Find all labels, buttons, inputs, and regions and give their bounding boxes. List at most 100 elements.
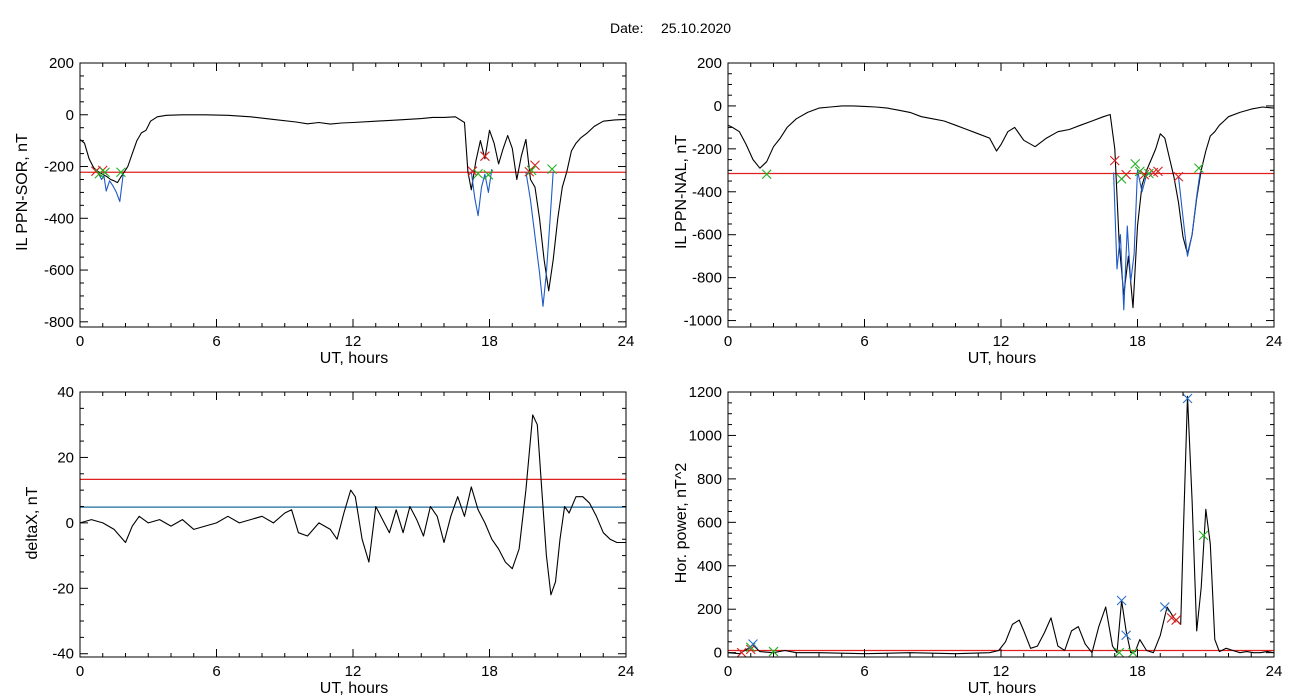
x-axis-label: UT, hours <box>320 680 388 697</box>
marker-green-cross <box>547 164 557 175</box>
panel-il-ppn-sor: UT, hours IL PPN-SOR, nT 0 6 12 18 24 200 0 -20… <box>14 55 634 367</box>
marker-green-cross <box>473 168 484 179</box>
y-tick-label: 1000 <box>689 427 722 444</box>
plot-frame <box>727 62 1275 328</box>
marker-red-cross <box>736 647 747 657</box>
y-tick-label: 200 <box>697 55 722 72</box>
x-tick-label: 12 <box>993 333 1010 350</box>
marker-green-cross <box>761 169 772 180</box>
series-line <box>97 172 124 203</box>
x-tick-label: 0 <box>76 663 84 680</box>
x-tick-label: 12 <box>345 333 362 350</box>
x-tick-label: 24 <box>618 333 635 350</box>
plot-area <box>80 414 626 596</box>
marker-green-cross <box>526 165 537 176</box>
series-line <box>525 171 554 307</box>
marker-blue-cross <box>1182 393 1193 404</box>
marker-green-cross <box>1198 530 1209 541</box>
y-tick-label: -800 <box>44 314 74 331</box>
plot-area <box>728 393 1274 657</box>
x-axis-label: UT, hours <box>968 350 1036 367</box>
x-tick-label: 24 <box>618 663 635 680</box>
panel-hor-power: UT, hours Hor. power, nT^2 0 6 12 18 24 1200 1… <box>673 384 1282 697</box>
marker-red-cross <box>530 160 540 171</box>
marker-red-cross <box>1153 166 1163 177</box>
x-axis-label: UT, hours <box>968 680 1036 697</box>
marker-green-cross <box>1116 174 1127 184</box>
x-tick-label: 18 <box>481 333 498 350</box>
y-tick-label: -600 <box>692 227 722 244</box>
x-tick-label: 6 <box>212 663 220 680</box>
y-tick-label: 0 <box>66 515 74 532</box>
plot-area <box>80 114 626 307</box>
y-tick-label: -1000 <box>684 313 722 330</box>
plot-frame <box>727 391 1275 658</box>
marker-green-cross <box>1194 163 1204 174</box>
x-tick-label: 18 <box>481 663 498 680</box>
x-tick-label: 6 <box>212 333 220 350</box>
marker-red-cross <box>480 151 490 162</box>
marker-green-cross <box>1130 158 1141 169</box>
y-tick-label: 20 <box>57 449 74 466</box>
y-tick-label: -400 <box>692 184 722 201</box>
y-tick-label: -600 <box>44 262 74 279</box>
marker-blue-cross <box>1159 602 1170 612</box>
x-tick-label: 24 <box>1266 333 1283 350</box>
marker-green-cross <box>94 168 105 179</box>
marker-blue-cross <box>748 639 758 649</box>
y-tick-label: 600 <box>697 514 722 531</box>
marker-red-cross <box>467 166 478 177</box>
x-tick-label: 6 <box>860 663 868 680</box>
x-tick-label: 6 <box>860 333 868 350</box>
y-tick-label: 400 <box>697 558 722 575</box>
plot-area <box>728 105 1274 311</box>
y-tick-label: -20 <box>52 580 74 597</box>
marker-green-cross <box>1114 647 1125 657</box>
y-tick-label: 200 <box>49 55 74 72</box>
marker-green-cross <box>1143 168 1154 179</box>
y-tick-label: -200 <box>44 159 74 176</box>
panel-il-ppn-nal: UT, hours IL PPN-NAL, nT 0 6 12 18 24 200 0 -20… <box>673 55 1282 367</box>
series-line <box>470 169 493 217</box>
y-axis-label: IL PPN-SOR, nT <box>14 133 31 251</box>
plot-frame <box>79 62 627 328</box>
x-tick-label: 0 <box>724 663 732 680</box>
y-axis-label: Hor. power, nT^2 <box>673 463 690 584</box>
series-line <box>728 105 1274 309</box>
y-tick-label: -800 <box>692 270 722 287</box>
x-tick-label: 0 <box>724 333 732 350</box>
date-value: 25.10.2020 <box>661 20 731 36</box>
y-axis-label: deltaX, nT <box>24 486 41 559</box>
series-line <box>1113 169 1152 311</box>
x-tick-label: 12 <box>345 663 362 680</box>
marker-red-cross <box>1171 615 1182 625</box>
panel-deltax: UT, hours deltaX, nT 0 6 12 18 24 40 20 0 -20 -40 <box>24 384 634 697</box>
marker-green-cross <box>768 646 779 657</box>
marker-green-cross <box>1134 166 1145 177</box>
marker-green-cross <box>483 169 494 180</box>
y-tick-label: 40 <box>57 384 74 401</box>
series-line <box>728 395 1274 655</box>
series-line <box>80 414 626 596</box>
y-tick-label: 800 <box>697 471 722 488</box>
y-tick-label: 200 <box>697 601 722 618</box>
y-tick-label: -400 <box>44 210 74 227</box>
y-tick-label: 0 <box>714 98 722 115</box>
marker-red-cross <box>745 644 756 655</box>
y-tick-label: -200 <box>692 141 722 158</box>
marker-red-cross <box>524 166 535 177</box>
x-tick-label: 0 <box>76 333 84 350</box>
x-tick-label: 18 <box>1129 663 1146 680</box>
marker-red-cross <box>1109 155 1120 166</box>
marker-red-cross <box>1173 171 1184 182</box>
x-axis-label: UT, hours <box>320 350 388 367</box>
marker-blue-cross <box>1116 595 1127 606</box>
marker-green-cross <box>1128 647 1138 657</box>
y-tick-label: 1200 <box>689 384 722 401</box>
x-tick-label: 12 <box>993 663 1010 680</box>
x-tick-label: 18 <box>1129 333 1146 350</box>
series-line <box>1177 172 1201 257</box>
y-tick-label: 0 <box>66 107 74 124</box>
marker-green-cross <box>116 167 126 178</box>
